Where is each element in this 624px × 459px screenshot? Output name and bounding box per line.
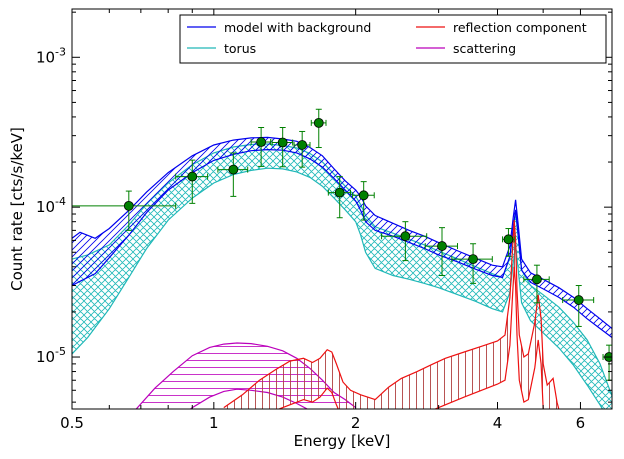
legend-label-scattering: scattering: [453, 41, 516, 56]
data-point: [503, 234, 514, 245]
data-point: [123, 200, 134, 211]
band-lower-reflection: [277, 266, 544, 409]
data-point: [532, 274, 542, 285]
plot-frame: [71, 8, 613, 410]
y-tick-base: 10: [36, 348, 55, 366]
legend-label-model: model with background: [224, 20, 371, 35]
x-axis-title: Energy [keV]: [294, 432, 391, 450]
legend-label-reflection: reflection component: [453, 20, 587, 35]
data-point: [297, 140, 308, 150]
data-point: [277, 137, 288, 148]
y-tick-base: 10: [36, 198, 55, 216]
legend-box: [179, 14, 607, 64]
data-point: [468, 254, 478, 265]
x-tick-label: 4: [493, 414, 503, 432]
x-tick-label: 6: [576, 414, 586, 432]
data-point: [187, 171, 198, 182]
y-tick-exponent: -3: [55, 45, 66, 58]
y-tick-base: 10: [36, 48, 55, 66]
band-upper-model: [72, 136, 612, 329]
data-points: [72, 108, 612, 381]
data-point: [334, 187, 345, 198]
data-point: [573, 295, 584, 305]
y-tick-label: 10-5: [36, 345, 66, 366]
legend: model with background torus reflection c…: [179, 14, 607, 64]
data-point: [313, 117, 324, 128]
data-point: [228, 164, 239, 175]
data-point: [437, 241, 447, 251]
y-tick-exponent: -5: [55, 345, 66, 358]
x-tick-label: 1: [209, 414, 219, 432]
data-point: [358, 190, 369, 201]
y-tick-exponent: -4: [55, 195, 66, 208]
band-fill-torus: [72, 144, 612, 409]
x-tick-label: 2: [351, 414, 361, 432]
axis-ticks: 0.5 1 2 4 610-510-410-3: [36, 9, 613, 432]
x-tick-label: 0.5: [60, 414, 84, 432]
data-point: [400, 231, 411, 242]
y-tick-label: 10-4: [36, 195, 66, 216]
model-bands: [72, 136, 612, 409]
data-point: [256, 137, 267, 147]
y-tick-label: 10-3: [36, 45, 66, 66]
legend-label-torus: torus: [224, 41, 256, 56]
band-fill-reflection: [223, 220, 559, 409]
y-axis-title: Count rate [cts/s/keV]: [8, 127, 26, 291]
band-lower-torus: [72, 167, 604, 409]
